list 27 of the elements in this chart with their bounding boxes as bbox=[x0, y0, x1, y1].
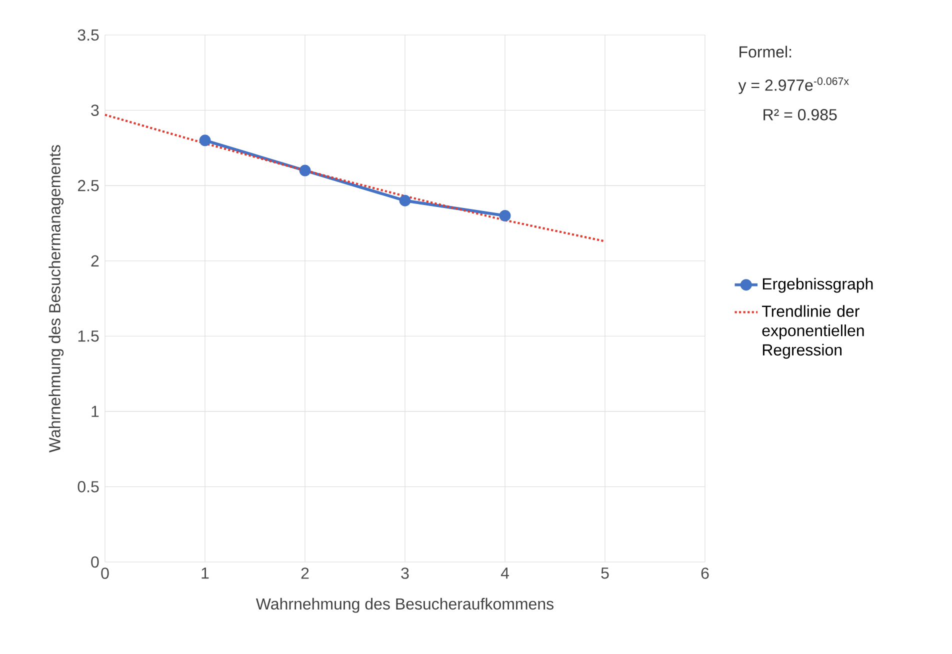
x-tick-label: 4 bbox=[500, 568, 509, 579]
x-tick-label: 0 bbox=[101, 568, 109, 579]
x-tick-label: 1 bbox=[202, 568, 209, 579]
text: y = 2.977e$^{-0.067x}$ bbox=[738, 77, 849, 94]
y-axis-title: Wahrnehmung des Besuchermanagements bbox=[48, 145, 64, 452]
y-tick-label: 1.5 bbox=[78, 330, 99, 342]
y-tick-label: 2 bbox=[91, 255, 99, 266]
legend-label: Trendlinie der exponentiellen Regression bbox=[762, 305, 864, 359]
x-axis-title: Wahrnehmung des Besucheraufkommens bbox=[256, 598, 554, 613]
point bbox=[299, 164, 311, 176]
y-tick-label: 0.5 bbox=[78, 481, 99, 492]
point bbox=[499, 210, 511, 222]
y-tick-label: 2.5 bbox=[78, 180, 99, 192]
x-tick-label: 2 bbox=[301, 568, 309, 579]
y-tick-label: 0 bbox=[91, 556, 99, 568]
text: Formel: bbox=[740, 46, 792, 58]
x-tick-label: 3 bbox=[401, 568, 409, 579]
legend-label: Ergebnissgraph bbox=[762, 278, 873, 293]
line-series bbox=[104, 114, 606, 242]
y-tick-label: 3.5 bbox=[78, 29, 99, 41]
x-tick-label: 5 bbox=[601, 568, 609, 579]
y-tick-label: 3 bbox=[91, 104, 99, 116]
y-tick-label: 1 bbox=[92, 406, 99, 417]
point bbox=[199, 134, 211, 146]
point bbox=[399, 194, 411, 206]
x-tick-label: 6 bbox=[701, 568, 709, 579]
text: R² = 0.985 bbox=[764, 109, 837, 120]
